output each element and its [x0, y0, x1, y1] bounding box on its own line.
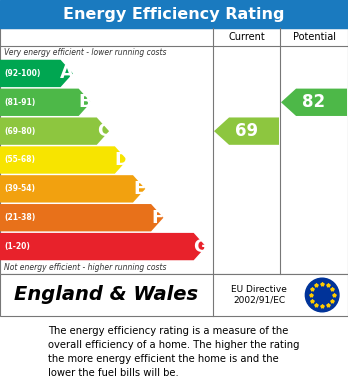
Text: D: D: [114, 151, 129, 169]
Text: Current: Current: [228, 32, 265, 42]
FancyArrow shape: [0, 60, 73, 87]
FancyArrow shape: [0, 117, 109, 145]
Text: EU Directive
2002/91/EC: EU Directive 2002/91/EC: [231, 285, 287, 305]
Bar: [0, 274, 348, 316]
Circle shape: [305, 278, 339, 312]
FancyArrow shape: [0, 204, 164, 231]
Bar: [0, 0, 348, 28]
Text: 69: 69: [235, 122, 258, 140]
Text: A: A: [61, 65, 74, 83]
Text: G: G: [193, 238, 208, 256]
Text: Not energy efficient - higher running costs: Not energy efficient - higher running co…: [4, 263, 166, 272]
FancyArrow shape: [281, 89, 347, 116]
Text: F: F: [152, 209, 164, 227]
Text: (21-38): (21-38): [4, 213, 35, 222]
Bar: [0, 28, 348, 274]
Text: (1-20): (1-20): [4, 242, 30, 251]
Text: Very energy efficient - lower running costs: Very energy efficient - lower running co…: [4, 48, 166, 57]
Text: E: E: [134, 180, 146, 198]
Text: (81-91): (81-91): [4, 98, 35, 107]
Text: (55-68): (55-68): [4, 156, 35, 165]
Text: C: C: [97, 122, 110, 140]
Text: Energy Efficiency Rating: Energy Efficiency Rating: [63, 7, 285, 22]
Text: B: B: [79, 93, 92, 111]
Text: Potential: Potential: [293, 32, 335, 42]
Text: The energy efficiency rating is a measure of the
overall efficiency of a home. T: The energy efficiency rating is a measur…: [48, 325, 300, 377]
Text: England & Wales: England & Wales: [14, 285, 199, 305]
Text: 82: 82: [302, 93, 326, 111]
Text: (39-54): (39-54): [4, 185, 35, 194]
FancyArrow shape: [0, 89, 91, 116]
Text: (92-100): (92-100): [4, 69, 40, 78]
FancyArrow shape: [0, 233, 206, 260]
FancyArrow shape: [214, 117, 279, 145]
FancyArrow shape: [0, 175, 145, 203]
FancyArrow shape: [0, 146, 127, 174]
Text: (69-80): (69-80): [4, 127, 35, 136]
